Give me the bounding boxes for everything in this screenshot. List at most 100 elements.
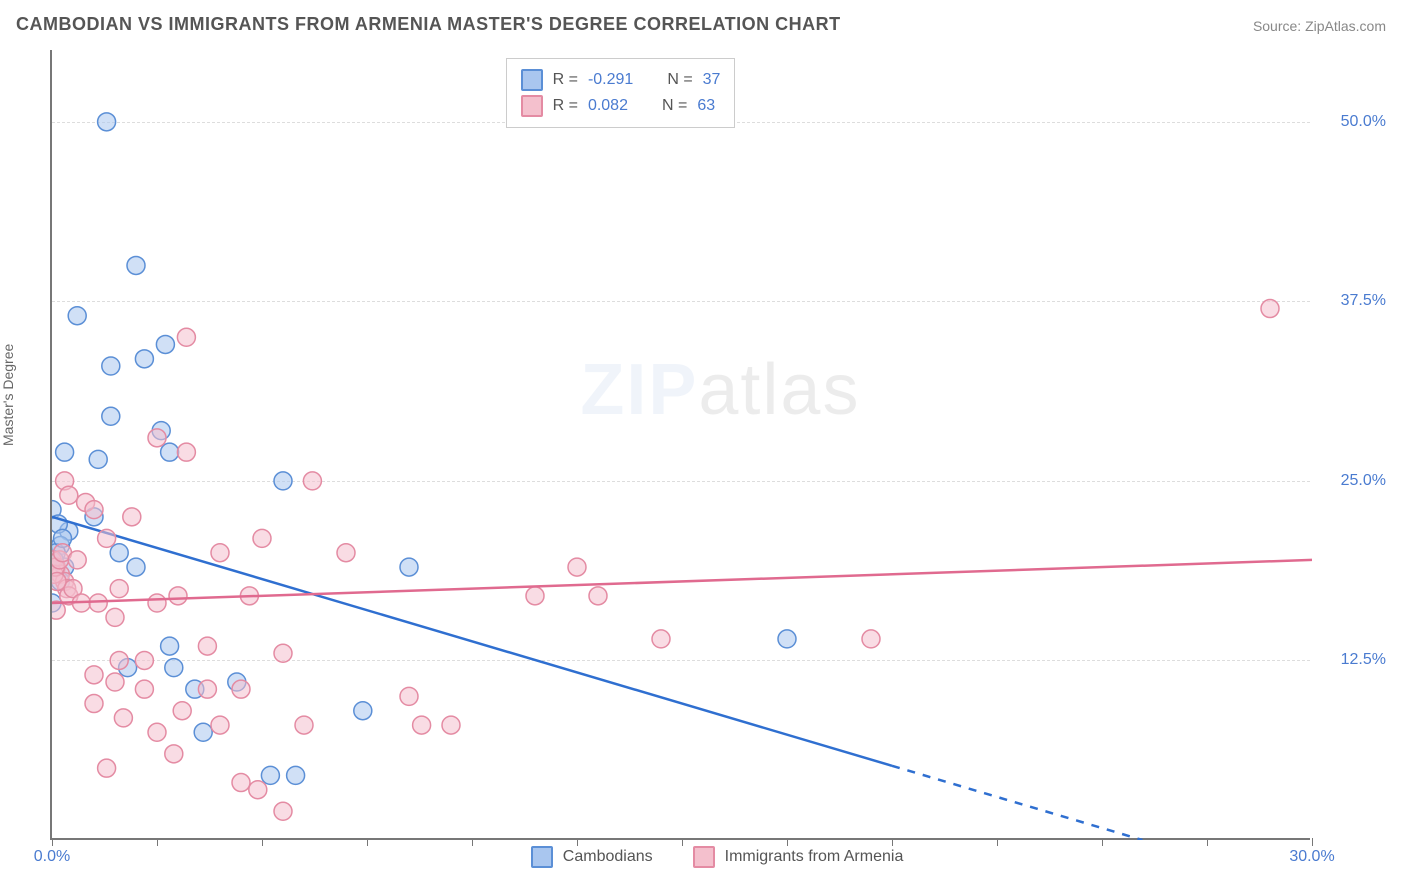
plot-svg	[52, 50, 1312, 840]
data-point	[652, 630, 670, 648]
data-point	[135, 680, 153, 698]
legend-swatch	[521, 69, 543, 91]
legend-series-name: Immigrants from Armenia	[725, 848, 904, 866]
y-tick-label: 50.0%	[1341, 113, 1386, 131]
x-tick	[1312, 838, 1313, 846]
data-point	[127, 256, 145, 274]
data-point	[253, 529, 271, 547]
data-point	[156, 335, 174, 353]
data-point	[127, 558, 145, 576]
y-axis-label: Master's Degree	[0, 344, 16, 446]
data-point	[400, 558, 418, 576]
trend-line	[892, 766, 1142, 840]
data-point	[295, 716, 313, 734]
data-point	[169, 587, 187, 605]
y-tick-label: 25.0%	[1341, 472, 1386, 490]
data-point	[148, 723, 166, 741]
data-point	[198, 637, 216, 655]
data-point	[442, 716, 460, 734]
legend-n-label: N =	[662, 97, 687, 115]
correlation-legend: R = -0.291 N = 37 R = 0.082 N = 63	[506, 58, 736, 128]
legend-swatch	[693, 846, 715, 868]
data-point	[89, 450, 107, 468]
x-tick-label: 0.0%	[34, 848, 70, 866]
data-point	[114, 709, 132, 727]
data-point	[161, 443, 179, 461]
data-point	[165, 659, 183, 677]
data-point	[110, 580, 128, 598]
data-point	[303, 472, 321, 490]
legend-r-label: R =	[553, 71, 578, 89]
data-point	[862, 630, 880, 648]
data-point	[274, 802, 292, 820]
data-point	[211, 544, 229, 562]
data-point	[68, 307, 86, 325]
data-point	[173, 702, 191, 720]
data-point	[1261, 300, 1279, 318]
data-point	[287, 766, 305, 784]
source-name: ZipAtlas.com	[1305, 18, 1386, 34]
data-point	[568, 558, 586, 576]
data-point	[211, 716, 229, 734]
data-point	[177, 443, 195, 461]
trend-line	[52, 560, 1312, 603]
data-point	[249, 781, 267, 799]
data-point	[198, 680, 216, 698]
data-point	[52, 572, 66, 590]
data-point	[85, 695, 103, 713]
legend-item: Cambodians	[531, 846, 653, 868]
data-point	[589, 587, 607, 605]
chart-title: CAMBODIAN VS IMMIGRANTS FROM ARMENIA MAS…	[16, 14, 841, 35]
data-point	[400, 687, 418, 705]
data-point	[110, 651, 128, 669]
data-point	[68, 551, 86, 569]
series-legend: Cambodians Immigrants from Armenia	[531, 846, 904, 868]
data-point	[274, 472, 292, 490]
data-point	[102, 357, 120, 375]
data-point	[135, 350, 153, 368]
data-point	[98, 529, 116, 547]
data-point	[354, 702, 372, 720]
legend-swatch	[521, 95, 543, 117]
legend-r-value: -0.291	[588, 71, 633, 89]
data-point	[413, 716, 431, 734]
data-point	[194, 723, 212, 741]
legend-r-value: 0.082	[588, 97, 628, 115]
data-point	[98, 759, 116, 777]
source-attribution: Source: ZipAtlas.com	[1253, 18, 1386, 34]
legend-row: R = -0.291 N = 37	[521, 67, 721, 93]
data-point	[135, 651, 153, 669]
data-point	[102, 407, 120, 425]
data-point	[274, 644, 292, 662]
data-point	[165, 745, 183, 763]
legend-row: R = 0.082 N = 63	[521, 93, 721, 119]
data-point	[177, 328, 195, 346]
data-point	[232, 774, 250, 792]
legend-swatch	[531, 846, 553, 868]
data-point	[85, 501, 103, 519]
data-point	[148, 594, 166, 612]
data-point	[85, 666, 103, 684]
data-point	[60, 486, 78, 504]
scatter-plot: ZIPatlas 12.5%25.0%37.5%50.0%0.0%30.0%R …	[50, 50, 1310, 840]
data-point	[106, 608, 124, 626]
data-point	[526, 587, 544, 605]
data-point	[98, 113, 116, 131]
legend-n-label: N =	[667, 71, 692, 89]
data-point	[106, 673, 124, 691]
legend-series-name: Cambodians	[563, 848, 653, 866]
legend-n-value: 37	[703, 71, 721, 89]
legend-r-label: R =	[553, 97, 578, 115]
data-point	[161, 637, 179, 655]
legend-item: Immigrants from Armenia	[693, 846, 904, 868]
data-point	[89, 594, 107, 612]
data-point	[110, 544, 128, 562]
data-point	[123, 508, 141, 526]
data-point	[337, 544, 355, 562]
data-point	[56, 443, 74, 461]
source-prefix: Source:	[1253, 18, 1305, 34]
data-point	[261, 766, 279, 784]
legend-n-value: 63	[697, 97, 715, 115]
data-point	[778, 630, 796, 648]
data-point	[232, 680, 250, 698]
